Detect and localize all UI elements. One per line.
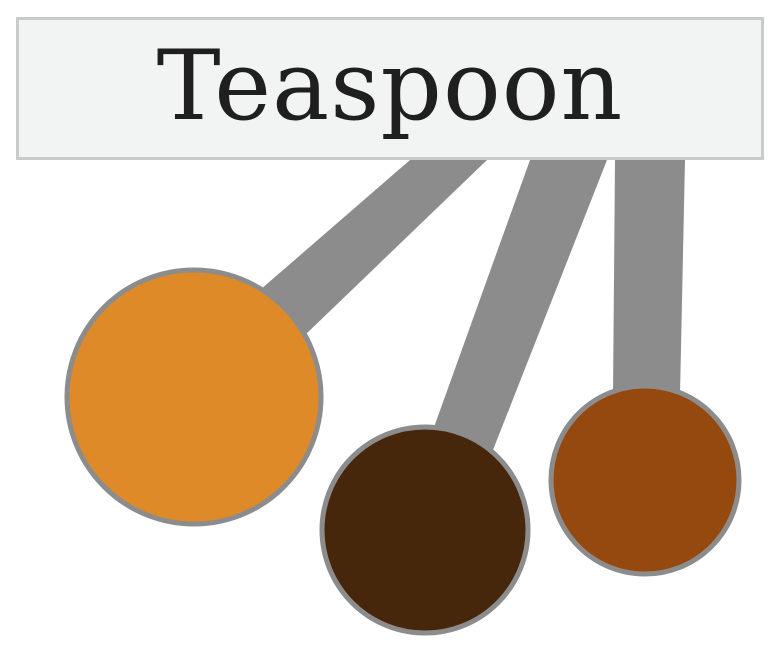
title-label-box: Teaspoon [16,17,764,160]
middle-spoon-handle [433,160,607,450]
title-label: Teaspoon [156,29,624,142]
middle-spoon-bowl [319,424,531,636]
left-spoon-handle [260,160,487,335]
right-spoon-bowl [548,383,742,577]
left-spoon-bowl [64,267,324,527]
spoon-bowls [64,267,742,636]
spoon-handles [260,160,685,450]
right-spoon-handle [613,160,685,395]
